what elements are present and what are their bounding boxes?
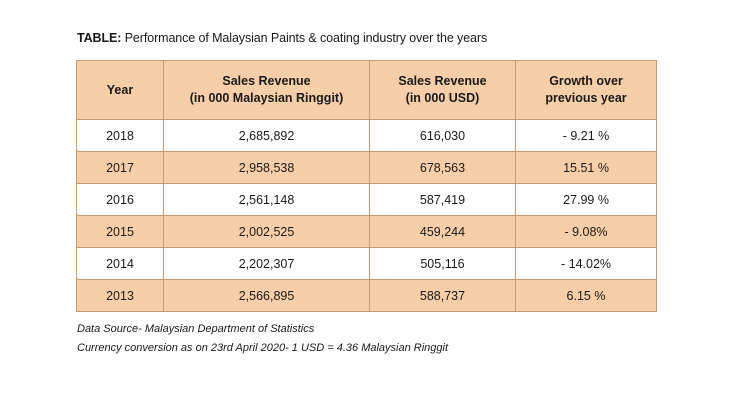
cell-year: 2015: [76, 215, 164, 248]
header-sales-myr-line2: (in 000 Malaysian Ringgit): [189, 91, 344, 105]
currency-conversion-note: Currency conversion as on 23rd April 202…: [77, 342, 449, 354]
header-year-line1: Year: [106, 82, 134, 97]
cell-year: 2018: [76, 119, 164, 152]
cell-sales-usd: 459,244: [369, 215, 516, 248]
cell-year: 2017: [76, 151, 164, 184]
cell-sales-myr: 2,566,895: [163, 279, 370, 312]
cell-growth: 27.99 %: [515, 183, 657, 216]
header-growth: Growth over previous year: [515, 60, 657, 120]
header-year: Year: [76, 60, 164, 120]
cell-growth: 15.51 %: [515, 151, 657, 184]
cell-sales-usd: 678,563: [369, 151, 516, 184]
table-caption: TABLE: Performance of Malaysian Paints &…: [77, 31, 487, 45]
caption-text: Performance of Malaysian Paints & coatin…: [124, 31, 488, 45]
cell-growth: - 9.08%: [515, 215, 657, 248]
cell-sales-myr: 2,958,538: [163, 151, 370, 184]
cell-sales-myr: 2,685,892: [163, 119, 370, 152]
table-row: 2016 2,561,148 587,419 27.99 %: [76, 183, 657, 216]
footnotes: Data Source- Malaysian Department of Sta…: [77, 320, 448, 358]
header-row: Year Sales Revenue (in 000 Malaysian Rin…: [76, 60, 657, 120]
table-row: 2014 2,202,307 505,116 - 14.02%: [76, 247, 657, 280]
table-row: 2017 2,958,538 678,563 15.51 %: [76, 151, 657, 184]
cell-sales-usd: 588,737: [369, 279, 516, 312]
cell-growth: - 9.21 %: [515, 119, 657, 152]
header-growth-line1: Growth over: [549, 74, 623, 88]
cell-sales-myr: 2,202,307: [163, 247, 370, 280]
header-sales-usd-line2: (in 000 USD): [405, 91, 480, 105]
cell-growth: - 14.02%: [515, 247, 657, 280]
cell-year: 2013: [76, 279, 164, 312]
table-row: 2018 2,685,892 616,030 - 9.21 %: [76, 119, 657, 152]
data-source-note: Data Source- Malaysian Department of Sta…: [77, 323, 315, 335]
cell-sales-myr: 2,561,148: [163, 183, 370, 216]
header-sales-usd-line1: Sales Revenue: [398, 74, 487, 88]
table-row: 2013 2,566,895 588,737 6.15 %: [76, 279, 657, 312]
header-sales-myr-line1: Sales Revenue: [222, 74, 311, 88]
cell-sales-usd: 587,419: [369, 183, 516, 216]
header-sales-usd: Sales Revenue (in 000 USD): [369, 60, 516, 120]
cell-sales-usd: 616,030: [369, 119, 516, 152]
caption-label: TABLE:: [77, 31, 122, 45]
cell-year: 2014: [76, 247, 164, 280]
cell-sales-usd: 505,116: [369, 247, 516, 280]
cell-sales-myr: 2,002,525: [163, 215, 370, 248]
cell-year: 2016: [76, 183, 164, 216]
header-sales-myr: Sales Revenue (in 000 Malaysian Ringgit): [163, 60, 370, 120]
performance-table: Year Sales Revenue (in 000 Malaysian Rin…: [76, 60, 657, 312]
cell-growth: 6.15 %: [515, 279, 657, 312]
table-row: 2015 2,002,525 459,244 - 9.08%: [76, 215, 657, 248]
header-growth-line2: previous year: [545, 91, 627, 105]
